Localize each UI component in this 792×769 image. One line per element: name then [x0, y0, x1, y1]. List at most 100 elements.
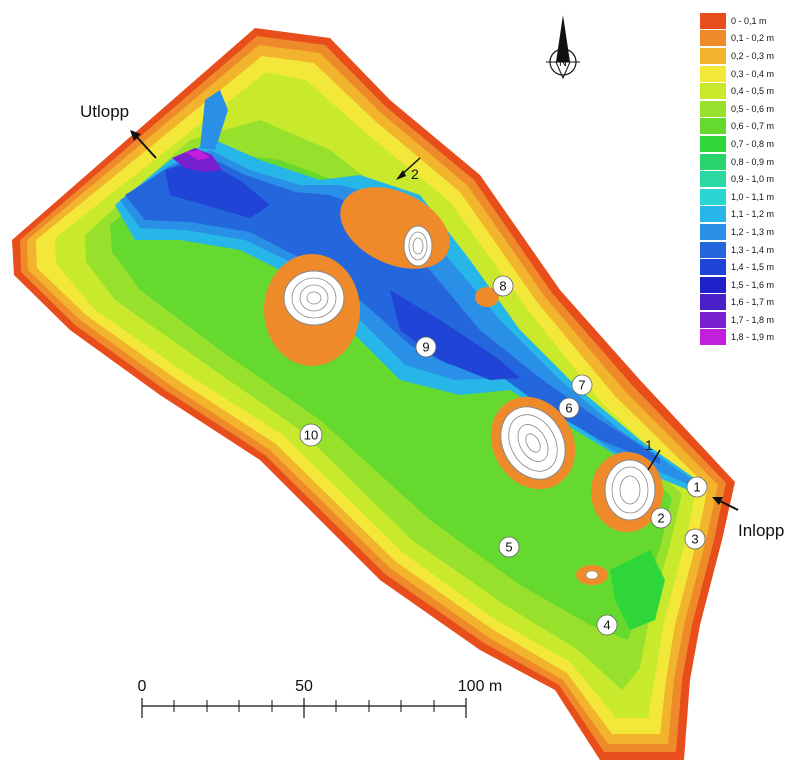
legend-swatch: [700, 259, 726, 276]
svg-text:9: 9: [422, 340, 429, 355]
scale-label-0: 0: [138, 678, 147, 695]
north-arrow-icon: N: [546, 15, 580, 80]
section-marker-2: 2: [396, 157, 421, 182]
legend-row: 1,5 - 1,6 m: [700, 276, 788, 294]
station-1: 1: [686, 476, 708, 498]
scale-label-100: 100 m: [458, 678, 502, 695]
legend-row: 0 - 0,1 m: [700, 12, 788, 30]
legend-row: 0,6 - 0,7 m: [700, 118, 788, 136]
svg-text:4: 4: [603, 618, 610, 633]
depth-07-08: [610, 550, 665, 630]
legend-label: 0,8 - 0,9 m: [731, 156, 775, 167]
legend-label: 0,5 - 0,6 m: [731, 103, 775, 114]
legend-label: 0,2 - 0,3 m: [731, 50, 775, 61]
svg-text:1: 1: [693, 480, 700, 495]
channel-18-19: [185, 150, 210, 160]
legend-label: 1,0 - 1,1 m: [731, 191, 775, 202]
shoal-near-8: [475, 287, 499, 307]
legend-row: 0,9 - 1,0 m: [700, 170, 788, 188]
station-9: 9: [415, 336, 437, 358]
island-4: [591, 452, 663, 532]
scale-bar: 0 50 100 m: [138, 678, 502, 718]
station-7: 7: [571, 374, 593, 396]
svg-text:5: 5: [505, 540, 512, 555]
north-letter: N: [559, 57, 567, 69]
small-shoal: [576, 565, 608, 585]
legend-row: 1,8 - 1,9 m: [700, 329, 788, 347]
legend-row: 0,2 - 0,3 m: [700, 47, 788, 65]
channel-14-15: [165, 160, 520, 380]
legend-label: 1,8 - 1,9 m: [731, 332, 775, 343]
svg-text:2: 2: [657, 511, 664, 526]
island-2: [264, 254, 360, 366]
legend-label: 0 - 0,1 m: [731, 15, 767, 26]
legend-label: 1,2 - 1,3 m: [731, 226, 775, 237]
legend-label: 1,5 - 1,6 m: [731, 279, 775, 290]
legend-row: 1,7 - 1,8 m: [700, 311, 788, 329]
legend-swatch: [700, 83, 726, 100]
legend-row: 0,4 - 0,5 m: [700, 82, 788, 100]
inlet-arrow-icon: [712, 497, 739, 511]
legend-row: 1,6 - 1,7 m: [700, 294, 788, 312]
legend-label: 0,3 - 0,4 m: [731, 68, 775, 79]
channel-13-14: [125, 155, 660, 464]
legend-swatch: [700, 30, 726, 47]
legend-label: 0,1 - 0,2 m: [731, 33, 775, 44]
legend-row: 1,0 - 1,1 m: [700, 188, 788, 206]
outlet-channel: [200, 90, 228, 150]
svg-text:10: 10: [304, 428, 318, 443]
island-3: [490, 396, 576, 490]
legend-swatch: [700, 188, 726, 205]
legend-label: 1,6 - 1,7 m: [731, 297, 775, 308]
legend-swatch: [700, 12, 726, 29]
station-6: 6: [558, 397, 580, 419]
section-2-label: 2: [411, 166, 419, 182]
legend-label: 0,4 - 0,5 m: [731, 86, 775, 97]
station-4: 4: [596, 614, 618, 636]
channel-16-18: [172, 148, 222, 172]
legend-label: 1,1 - 1,2 m: [731, 209, 775, 220]
svg-text:3: 3: [691, 532, 698, 547]
legend-swatch: [700, 276, 726, 293]
legend-swatch: [700, 118, 726, 135]
scale-label-50: 50: [295, 678, 313, 695]
legend-swatch: [700, 223, 726, 240]
legend-swatch: [700, 47, 726, 64]
legend-swatch: [700, 135, 726, 152]
island-1: [340, 187, 450, 269]
station-3: 3: [684, 528, 706, 550]
svg-text:7: 7: [578, 378, 585, 393]
legend-label: 0,9 - 1,0 m: [731, 174, 775, 185]
depth-06-07: [110, 150, 672, 640]
legend-label: 1,4 - 1,5 m: [731, 262, 775, 273]
depth-legend: 0 - 0,1 m 0,1 - 0,2 m 0,2 - 0,3 m 0,3 - 0,4…: [700, 12, 788, 346]
legend-row: 1,1 - 1,2 m: [700, 206, 788, 224]
legend-row: 0,8 - 0,9 m: [700, 153, 788, 171]
legend-label: 0,6 - 0,7 m: [731, 121, 775, 132]
inlet-label: Inlopp: [738, 521, 784, 540]
legend-row: 1,4 - 1,5 m: [700, 258, 788, 276]
legend-swatch: [700, 241, 726, 258]
legend-row: 0,1 - 0,2 m: [700, 30, 788, 48]
legend-label: 1,7 - 1,8 m: [731, 314, 775, 325]
legend-swatch: [700, 65, 726, 82]
legend-row: 1,2 - 1,3 m: [700, 223, 788, 241]
svg-text:8: 8: [499, 279, 506, 294]
pond-area: [12, 28, 735, 760]
station-5: 5: [498, 536, 520, 558]
legend-row: 0,7 - 0,8 m: [700, 135, 788, 153]
legend-label: 1,3 - 1,4 m: [731, 244, 775, 255]
legend-swatch: [700, 329, 726, 346]
svg-text:6: 6: [565, 401, 572, 416]
legend-row: 0,5 - 0,6 m: [700, 100, 788, 118]
outlet-arrow-icon: [130, 130, 157, 159]
legend-swatch: [700, 100, 726, 117]
legend-swatch: [700, 171, 726, 188]
legend-swatch: [700, 311, 726, 328]
legend-swatch: [700, 153, 726, 170]
legend-label: 0,7 - 0,8 m: [731, 138, 775, 149]
station-10: 10: [299, 423, 323, 447]
legend-swatch: [700, 294, 726, 311]
station-2: 2: [650, 507, 672, 529]
